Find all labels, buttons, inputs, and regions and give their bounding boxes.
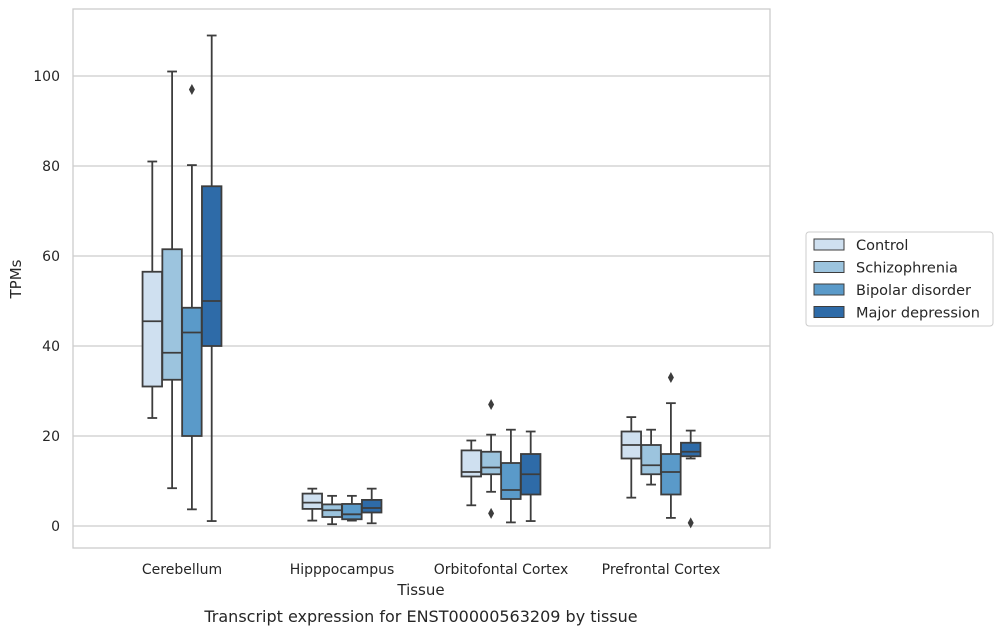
box (181, 84, 203, 511)
legend-swatch (813, 238, 845, 251)
outlier-point (488, 507, 495, 519)
box-iqr (301, 492, 323, 510)
x-tick-label: Orbitofontal Cortex (434, 562, 569, 578)
legend: Control Schizophrenia Bipolar disorder Majo… (805, 231, 994, 327)
box-iqr (181, 306, 203, 437)
legend-label: Major depression (856, 306, 980, 322)
box (201, 34, 223, 522)
y-tick-label: 60 (42, 249, 60, 265)
x-tick-label: Prefrontal Cortex (602, 562, 721, 578)
box (460, 439, 482, 507)
legend-frame (805, 231, 994, 327)
box (520, 430, 542, 522)
box-iqr (660, 453, 682, 496)
legend-label: Bipolar disorder (856, 283, 971, 299)
legend-swatch (813, 306, 845, 318)
box (341, 494, 363, 522)
box (361, 487, 383, 525)
y-tick-label: 0 (51, 519, 60, 535)
x-axis-label: Tissue (396, 581, 444, 599)
box-iqr (201, 185, 223, 347)
figure-caption: Transcript expression for ENST0000056320… (203, 607, 637, 626)
outlier-point (488, 399, 495, 410)
boxes (141, 34, 702, 529)
y-tick-label: 80 (42, 159, 60, 175)
box (301, 487, 323, 522)
box (620, 416, 642, 499)
box-iqr (680, 441, 702, 458)
x-tick-labels: Cerebellum Hipppocampus Orbitofontal Corte… (142, 562, 720, 578)
legend-label: Control (856, 238, 908, 254)
x-tick-label: Cerebellum (142, 562, 222, 578)
y-tick-label: 40 (42, 339, 60, 355)
plot-frame (72, 8, 771, 549)
box-iqr (341, 503, 363, 521)
box (161, 70, 183, 490)
box-iqr (161, 248, 183, 381)
box-iqr (640, 444, 662, 476)
box-iqr (141, 270, 163, 388)
legend-swatch (813, 261, 845, 273)
x-tick-label: Hipppocampus (290, 562, 395, 578)
box-iqr (361, 498, 383, 514)
y-tick-label: 100 (33, 69, 60, 85)
box-iqr (500, 462, 522, 500)
box (500, 428, 522, 524)
box (321, 494, 343, 526)
box (660, 372, 682, 519)
y-tick-label: 20 (42, 429, 60, 445)
box (640, 428, 662, 486)
box-iqr (480, 450, 502, 476)
outlier-point (687, 517, 694, 529)
outlier-point (188, 84, 195, 95)
y-tick-labels: 0 20 40 60 80 100 (33, 69, 60, 535)
box (141, 160, 163, 419)
outlier-point (667, 372, 674, 383)
y-axis-label: TPMs (7, 259, 25, 299)
legend-swatch (813, 283, 845, 296)
box (680, 429, 702, 529)
legend-label: Schizophrenia (856, 261, 958, 277)
box (480, 399, 502, 519)
